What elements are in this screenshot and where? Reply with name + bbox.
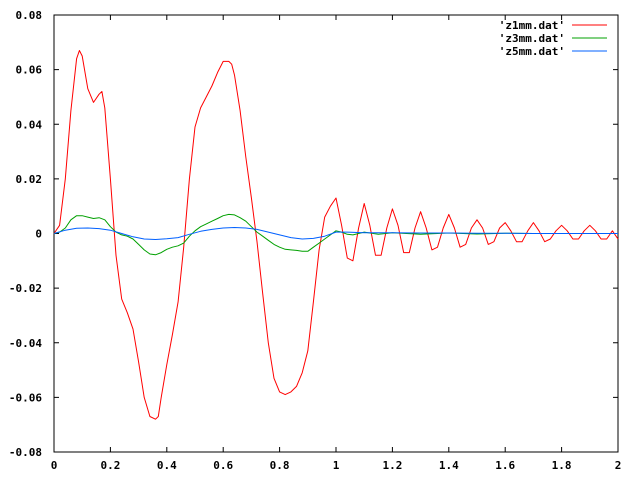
y-tick-label: -0.02 <box>9 282 42 295</box>
series-line-2 <box>53 213 618 256</box>
x-tick-label: 0.6 <box>213 459 233 472</box>
series-lines <box>53 50 619 420</box>
x-tick-label: 0.8 <box>270 459 290 472</box>
y-tick-label: 0.08 <box>16 9 43 22</box>
legend-label: 'z3mm.dat' <box>499 32 565 45</box>
y-tick-label: -0.08 <box>9 446 42 459</box>
x-tick-label: 1.4 <box>439 459 459 472</box>
y-tick-label: 0.04 <box>16 118 43 131</box>
y-tick-label: 0 <box>35 228 42 241</box>
y-tick-label: 0.02 <box>16 173 43 186</box>
x-tick-label: 0 <box>51 459 58 472</box>
y-tick-label: -0.04 <box>9 337 42 350</box>
y-tick-label: -0.06 <box>9 391 42 404</box>
legend: 'z1mm.dat''z3mm.dat''z5mm.dat' <box>499 19 607 58</box>
x-tick-label: 2 <box>615 459 622 472</box>
legend-label: 'z1mm.dat' <box>499 19 565 32</box>
x-tick-label: 0.4 <box>157 459 177 472</box>
legend-label: 'z5mm.dat' <box>499 45 565 58</box>
x-tick-label: 1 <box>333 459 340 472</box>
series-line-3 <box>53 227 618 240</box>
x-tick-label: 1.2 <box>382 459 402 472</box>
x-tick-label: 1.6 <box>495 459 515 472</box>
x-tick-label: 1.8 <box>552 459 572 472</box>
y-tick-label: 0.06 <box>16 64 43 77</box>
axis-ticks: 0 0.2 0.4 0.6 0.8 1 1.2 1.4 1.6 1.8 2 0.08 0.06 0.04 0… <box>9 9 621 472</box>
x-tick-label: 0.2 <box>100 459 120 472</box>
series-line-1 <box>53 50 619 420</box>
